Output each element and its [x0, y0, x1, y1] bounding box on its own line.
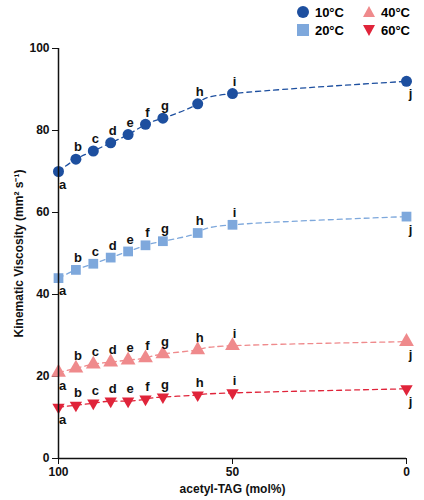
svg-text:0: 0 — [403, 465, 410, 479]
svg-text:b: b — [74, 348, 82, 363]
html-text:20°C: 20°C — [314, 22, 344, 38]
svg-text:f: f — [145, 225, 150, 240]
svg-text:60: 60 — [36, 205, 50, 219]
svg-text:e: e — [126, 381, 133, 396]
svg-text:b: b — [74, 250, 82, 265]
svg-text:h: h — [196, 330, 204, 345]
svg-text:d: d — [109, 238, 117, 253]
svg-text:100: 100 — [29, 41, 49, 55]
svg-text:a: a — [59, 177, 67, 192]
svg-text:d: d — [109, 342, 117, 357]
svg-text:i: i — [233, 326, 237, 341]
svg-text:g: g — [161, 334, 169, 349]
svg-text:j: j — [408, 347, 413, 362]
svg-text:d: d — [109, 381, 117, 396]
svg-text:i: i — [233, 373, 237, 388]
svg-text:j: j — [408, 222, 413, 237]
svg-text:e: e — [126, 115, 133, 130]
svg-text:a: a — [59, 412, 67, 427]
svg-text:i: i — [233, 205, 237, 220]
svg-text:c: c — [92, 244, 99, 259]
svg-text:e: e — [126, 232, 133, 247]
svg-text:Kinematic Viscosity (mm² s⁻¹): Kinematic Viscosity (mm² s⁻¹) — [12, 170, 26, 338]
svg-text:j: j — [408, 86, 413, 101]
svg-text:i: i — [233, 74, 237, 89]
html-text:40°C: 40°C — [381, 4, 410, 20]
svg-text:g: g — [161, 98, 169, 113]
svg-text:20: 20 — [36, 369, 50, 383]
svg-text:f: f — [145, 105, 150, 120]
svg-text:b: b — [74, 139, 82, 154]
svg-text:100: 100 — [48, 465, 68, 479]
svg-text:a: a — [59, 283, 67, 298]
svg-text:g: g — [161, 221, 169, 236]
svg-text:g: g — [161, 377, 169, 392]
svg-text:c: c — [92, 344, 99, 359]
svg-text:f: f — [145, 338, 150, 353]
svg-text:d: d — [109, 123, 117, 138]
svg-text:f: f — [145, 379, 150, 394]
svg-text:80: 80 — [36, 123, 50, 137]
svg-text:h: h — [196, 213, 204, 228]
html-text:60°C: 60°C — [381, 22, 410, 38]
svg-text:50: 50 — [226, 465, 240, 479]
svg-text:j: j — [408, 394, 413, 409]
svg-text:a: a — [59, 378, 67, 393]
svg-text:c: c — [92, 383, 99, 398]
svg-text:b: b — [74, 385, 82, 400]
svg-text:h: h — [196, 375, 204, 390]
svg-text:acetyl-TAG (mol%): acetyl-TAG (mol%) — [180, 482, 286, 496]
svg-text:h: h — [196, 84, 204, 99]
svg-text:e: e — [126, 340, 133, 355]
svg-text:c: c — [92, 131, 99, 146]
svg-text:0: 0 — [43, 451, 50, 465]
svg-text:40: 40 — [36, 287, 50, 301]
html-text:10°C: 10°C — [314, 4, 344, 20]
